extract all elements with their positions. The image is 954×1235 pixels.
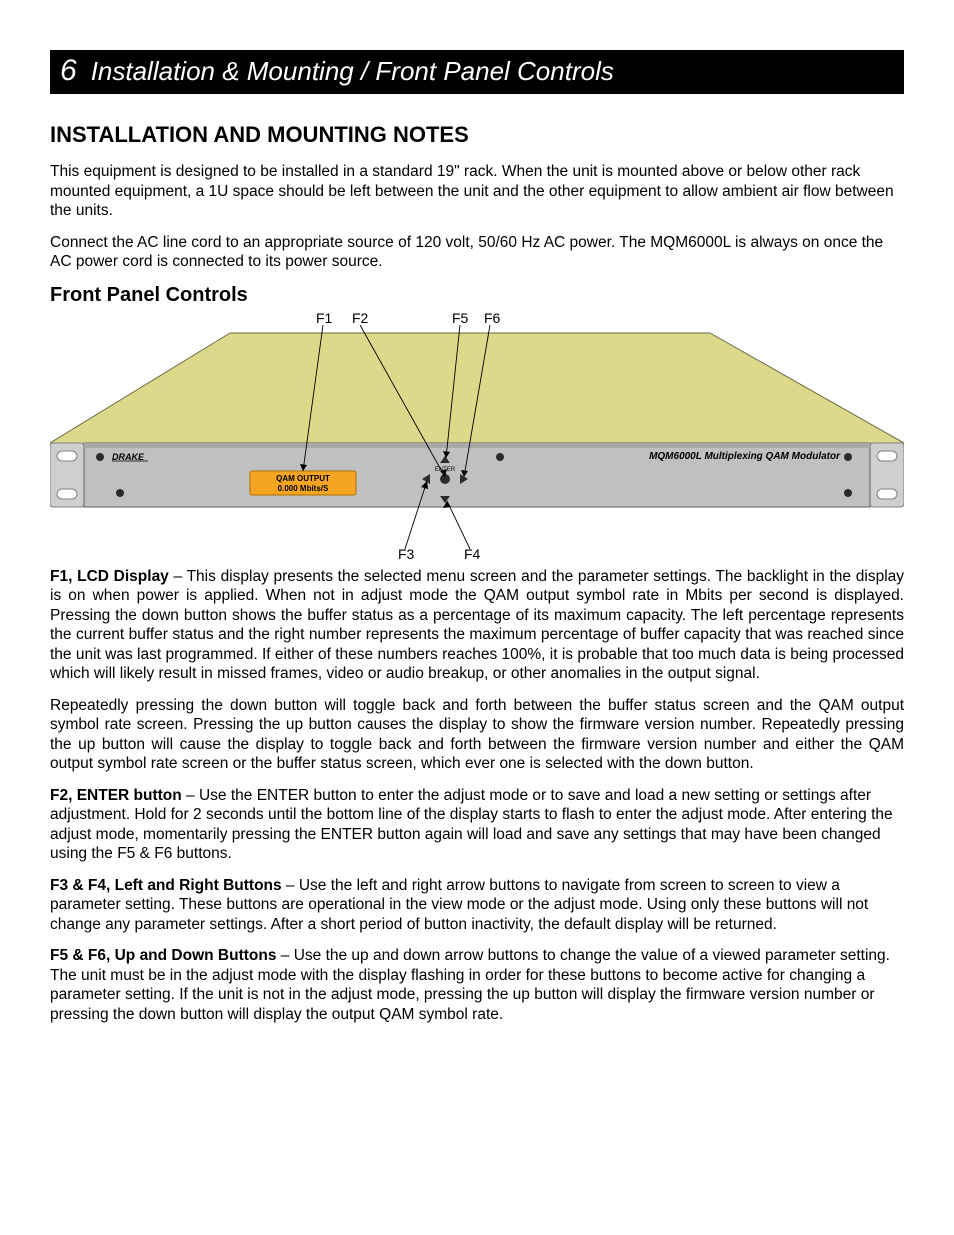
page-number: 6 bbox=[60, 54, 77, 88]
callout-f3: F3 bbox=[398, 546, 415, 559]
f3f4-label: F3 & F4, Left and Right Buttons bbox=[50, 877, 282, 894]
lcd-line2: 0.000 Mbits/S bbox=[278, 484, 329, 493]
front-panel-diagram: DRAKE QAM OUTPUT 0.000 Mbits/S ENTER MQM… bbox=[50, 311, 904, 559]
front-panel-heading: Front Panel Controls bbox=[50, 284, 904, 307]
installation-heading: INSTALLATION AND MOUNTING NOTES bbox=[50, 122, 904, 148]
f3f4-description: F3 & F4, Left and Right Buttons – Use th… bbox=[50, 876, 904, 935]
f2-description: F2, ENTER button – Use the ENTER button … bbox=[50, 786, 904, 864]
f5f6-label: F5 & F6, Up and Down Buttons bbox=[50, 947, 276, 964]
f1-description-a: F1, LCD Display – This display presents … bbox=[50, 567, 904, 684]
device-panel: DRAKE QAM OUTPUT 0.000 Mbits/S ENTER MQM… bbox=[50, 443, 904, 507]
callout-f6: F6 bbox=[484, 311, 501, 326]
installation-p2: Connect the AC line cord to an appropria… bbox=[50, 233, 904, 272]
f2-label: F2, ENTER button bbox=[50, 787, 182, 804]
device-title: MQM6000L Multiplexing QAM Modulator bbox=[649, 451, 841, 462]
brand-label: DRAKE bbox=[112, 452, 145, 462]
callout-f5: F5 bbox=[452, 311, 469, 326]
diagram-highlight bbox=[50, 333, 904, 456]
callout-f2: F2 bbox=[352, 311, 369, 326]
page-header-bar: 6 Installation & Mounting / Front Panel … bbox=[50, 50, 904, 94]
f1-label: F1, LCD Display bbox=[50, 568, 169, 585]
callout-f4: F4 bbox=[464, 546, 481, 559]
callout-f1: F1 bbox=[316, 311, 333, 326]
page-title: Installation & Mounting / Front Panel Co… bbox=[91, 56, 614, 87]
f5f6-description: F5 & F6, Up and Down Buttons – Use the u… bbox=[50, 946, 904, 1024]
lcd-line1: QAM OUTPUT bbox=[276, 474, 330, 483]
f1-description-b: Repeatedly pressing the down button will… bbox=[50, 696, 904, 774]
installation-p1: This equipment is designed to be install… bbox=[50, 162, 904, 221]
